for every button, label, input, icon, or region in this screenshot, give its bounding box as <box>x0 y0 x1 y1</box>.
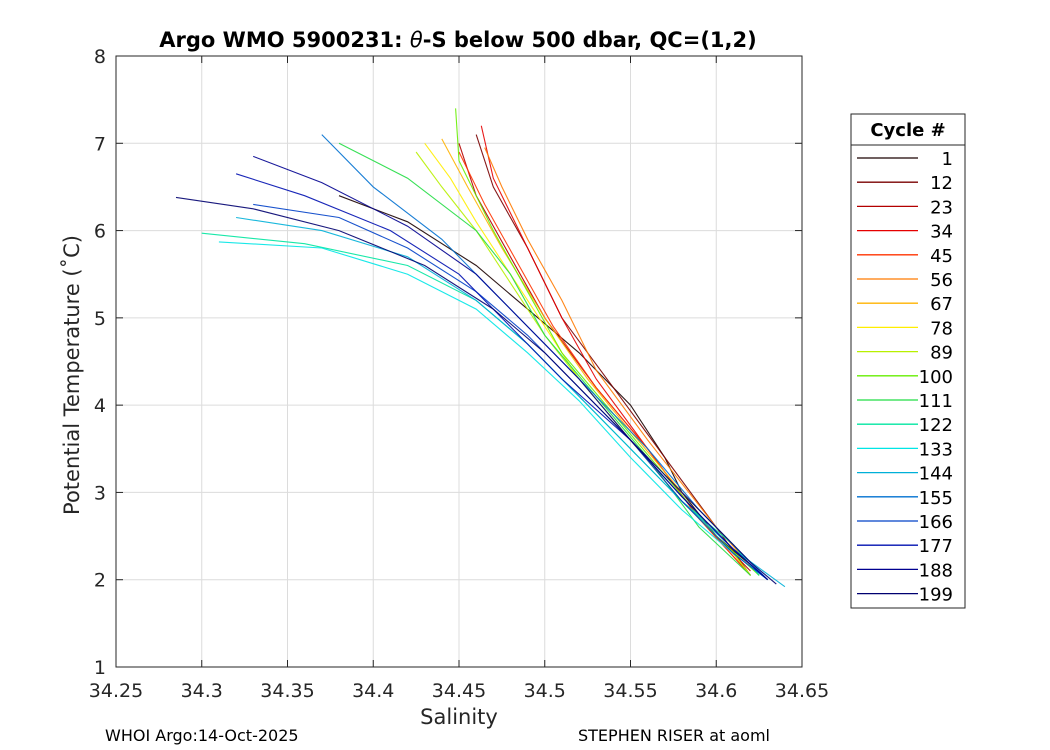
legend: Cycle # 1 12 23 34 45 56 67 78 89 100 111 122 133 144… <box>850 113 966 609</box>
legend-label-34: 34 <box>930 222 953 243</box>
profile-cycle-111 <box>338 142 751 576</box>
y-tick-label: 8 <box>94 46 106 68</box>
x-tick-label: 34.65 <box>775 680 829 702</box>
legend-label-45: 45 <box>930 246 953 267</box>
legend-label-56: 56 <box>930 270 953 291</box>
profile-lines <box>175 108 786 588</box>
legend-label-199: 199 <box>919 585 953 606</box>
legend-label-188: 188 <box>919 560 953 581</box>
x-axis-label: Salinity <box>420 705 498 729</box>
legend-label-144: 144 <box>919 464 953 485</box>
x-tick-label: 34.3 <box>181 680 223 702</box>
profile-cycle-133 <box>218 241 769 581</box>
footer-left: WHOI Argo:14-Oct-2025 <box>105 726 299 745</box>
y-axis-label: Potential Temperature (˚C) <box>60 235 84 515</box>
legend-title: Cycle # <box>870 120 945 141</box>
legend-label-133: 133 <box>919 439 953 460</box>
y-tick-label: 3 <box>94 482 106 504</box>
legend-label-166: 166 <box>919 512 953 533</box>
profile-cycle-199 <box>175 196 777 585</box>
legend-label-122: 122 <box>919 415 953 436</box>
legend-label-177: 177 <box>919 536 953 557</box>
axis-ticks <box>115 55 803 668</box>
x-tick-label: 34.25 <box>89 680 143 702</box>
x-tick-label: 34.35 <box>260 680 314 702</box>
y-tick-label: 4 <box>94 395 106 417</box>
y-tick-label: 2 <box>94 570 106 592</box>
x-tick-label: 34.45 <box>432 680 486 702</box>
chart-title: Argo WMO 5900231: θ-S below 500 dbar, QC… <box>159 28 756 52</box>
y-tick-label: 5 <box>94 308 106 330</box>
x-tick-labels: 34.25 34.3 34.35 34.4 34.45 34.5 34.55 34.6 34.6… <box>89 680 829 702</box>
legend-label-89: 89 <box>930 343 953 364</box>
legend-label-78: 78 <box>930 318 953 339</box>
profile-cycle-56 <box>484 147 760 576</box>
legend-label-67: 67 <box>930 294 953 315</box>
legend-entries: 1 12 23 34 45 56 67 78 89 100 111 122 133 144 155 166 17… <box>857 149 953 606</box>
y-tick-label: 6 <box>94 221 106 243</box>
profile-cycle-188 <box>253 155 769 581</box>
legend-label-100: 100 <box>919 367 953 388</box>
legend-label-155: 155 <box>919 488 953 509</box>
legend-label-1: 1 <box>942 149 953 170</box>
footer-right: STEPHEN RISER at aoml <box>578 726 770 745</box>
y-tick-label: 1 <box>94 657 106 679</box>
legend-box <box>850 113 966 609</box>
profile-cycle-45 <box>458 151 751 576</box>
x-tick-label: 34.5 <box>524 680 566 702</box>
y-tick-labels: 1 2 3 4 5 6 7 8 <box>94 46 106 679</box>
legend-label-23: 23 <box>930 197 953 218</box>
x-tick-label: 34.6 <box>695 680 737 702</box>
legend-label-111: 111 <box>919 391 953 412</box>
x-tick-label: 34.55 <box>603 680 657 702</box>
x-tick-label: 34.4 <box>352 680 394 702</box>
legend-label-12: 12 <box>930 173 953 194</box>
y-tick-label: 7 <box>94 133 106 155</box>
